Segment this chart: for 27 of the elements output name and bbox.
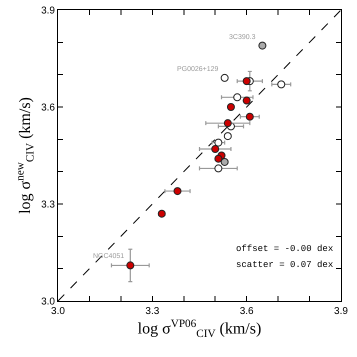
point — [220, 74, 229, 82]
y-tick-label: 3.9 — [41, 6, 56, 16]
annotation: scatter = 0.07 dex — [236, 260, 334, 270]
x-tick-label: 3.6 — [240, 306, 254, 317]
point — [233, 93, 242, 102]
point — [214, 164, 222, 172]
point — [214, 154, 222, 163]
y-tick-label: 3.3 — [41, 200, 56, 210]
x-axis-title: log σ$^{VP06}$$_{CIV}$ (km/s) — [138, 318, 262, 340]
point — [126, 261, 134, 270]
x-tick-label: 3.0 — [51, 306, 66, 317]
point — [242, 96, 251, 105]
point — [220, 158, 229, 166]
point — [173, 187, 182, 196]
annotation: offset = -0.00 dex — [236, 244, 334, 254]
point — [258, 42, 266, 50]
point — [242, 77, 251, 86]
point — [211, 145, 220, 154]
point — [226, 103, 235, 111]
point — [214, 138, 222, 147]
x-tick-label: 3.9 — [334, 306, 348, 317]
y-tick-label: 3.0 — [41, 296, 56, 308]
x-tick-label: 3.3 — [145, 306, 160, 317]
y-tick-label: 3.6 — [41, 102, 56, 114]
point — [277, 80, 286, 88]
point — [246, 112, 254, 121]
point — [224, 119, 232, 128]
